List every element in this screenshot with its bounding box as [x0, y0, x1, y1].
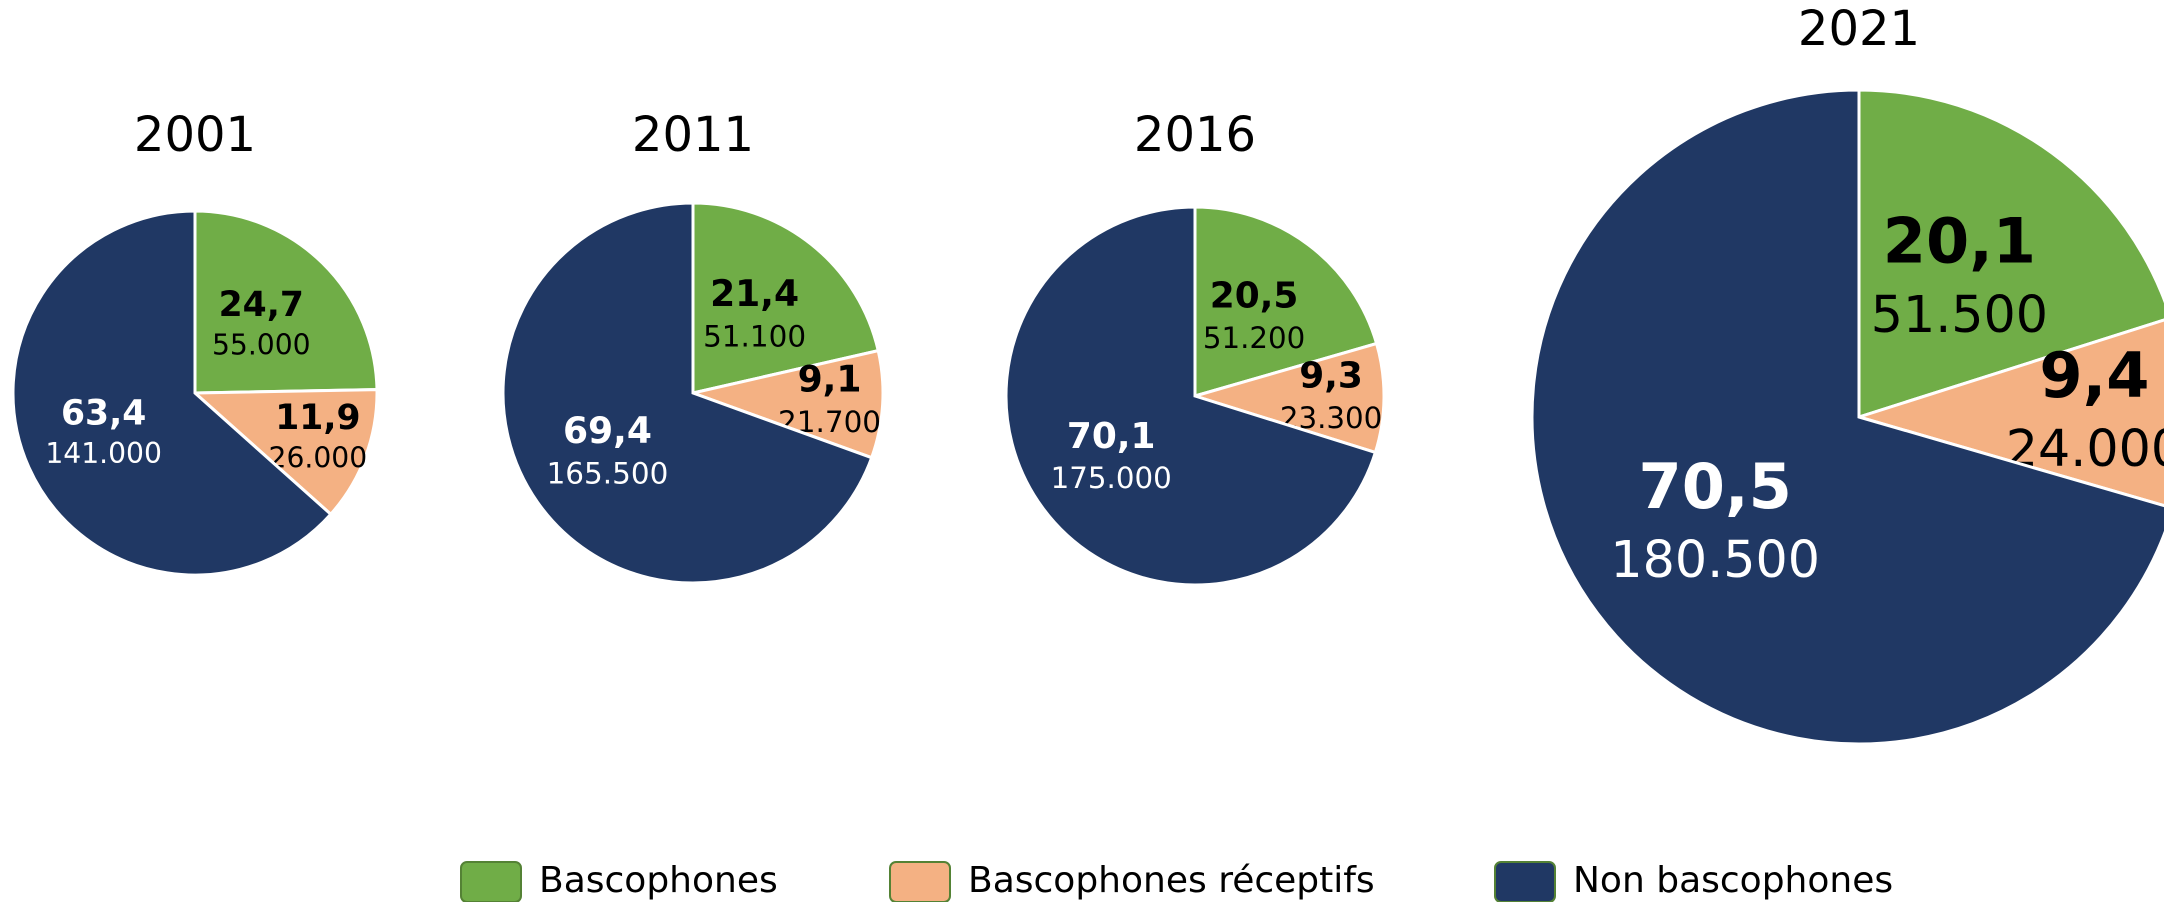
pie-slice [193, 209, 379, 395]
count-label: 51.100 [703, 319, 806, 353]
pie-slice [1857, 88, 2164, 420]
pie-slice [1193, 205, 1379, 398]
legend-label: Bascophones [539, 860, 778, 901]
count-label: 51.500 [1871, 285, 2048, 344]
value-label: 9,3 [1299, 356, 1363, 397]
value-label: 70,5 [1639, 450, 1792, 523]
legend-swatch [460, 861, 522, 902]
value-label: 63,4 [61, 393, 146, 433]
pie-slice [1530, 88, 2164, 746]
pie-slice [501, 201, 874, 585]
value-label: 24,7 [219, 285, 304, 325]
value-label: 9,1 [798, 359, 862, 401]
pie-slice [1189, 341, 1386, 455]
count-label: 165.500 [547, 457, 669, 491]
pie-slice [1004, 205, 1378, 587]
pie-title: 2001 [134, 107, 256, 163]
count-label: 175.000 [1051, 461, 1172, 495]
pie-slice [691, 201, 881, 395]
pie-title: 2016 [1134, 107, 1256, 163]
pie-slice [1853, 318, 2164, 508]
value-label: 11,9 [275, 398, 360, 438]
value-label: 21,4 [710, 273, 799, 315]
pie-slice [11, 209, 333, 577]
count-label: 141.000 [45, 437, 162, 470]
pie-title: 2021 [1798, 1, 1920, 57]
pie-slice [191, 388, 379, 517]
count-label: 180.500 [1610, 530, 1820, 589]
count-label: 55.000 [212, 329, 311, 362]
legend-label: Bascophones réceptifs [968, 860, 1375, 901]
value-label: 20,1 [1883, 205, 2036, 278]
legend-swatch [889, 861, 951, 902]
value-label: 20,5 [1210, 276, 1299, 317]
legend-label: Non bascophones [1573, 860, 1893, 901]
count-label: 26.000 [269, 442, 368, 475]
value-label: 9,4 [2039, 339, 2149, 412]
value-label: 70,1 [1067, 416, 1156, 457]
pie-title: 2011 [632, 107, 754, 163]
value-label: 69,4 [563, 410, 652, 452]
legend-swatch [1494, 861, 1556, 902]
pie-slice [687, 348, 885, 460]
count-label: 51.200 [1203, 321, 1305, 355]
